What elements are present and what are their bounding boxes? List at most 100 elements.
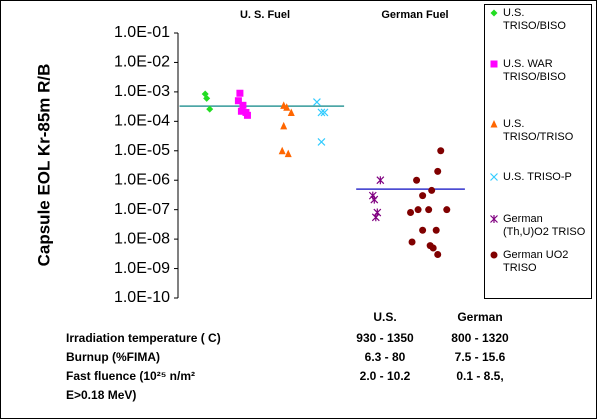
point bbox=[414, 206, 422, 214]
point bbox=[490, 215, 498, 223]
y-tick-label: 1.0E-08 bbox=[114, 230, 170, 247]
legend-swatch bbox=[490, 251, 498, 259]
marker-shape bbox=[443, 206, 451, 214]
legend-label: U.S. TRISO/BISO bbox=[503, 7, 566, 32]
point bbox=[243, 111, 251, 119]
marker-shape bbox=[490, 173, 498, 181]
table-header: German bbox=[457, 310, 502, 324]
marker-shape bbox=[243, 111, 251, 119]
marker-shape bbox=[236, 89, 244, 97]
point bbox=[320, 108, 329, 117]
point bbox=[407, 209, 415, 217]
point bbox=[490, 120, 498, 128]
marker-shape bbox=[239, 101, 247, 109]
y-tick-label: 1.0E-02 bbox=[114, 54, 170, 71]
annotation: German Fuel bbox=[381, 9, 448, 21]
y-tick-label: 1.0E-06 bbox=[114, 171, 170, 188]
marker-shape bbox=[237, 107, 245, 115]
point bbox=[370, 195, 379, 204]
legend-swatch bbox=[490, 215, 498, 223]
table-header: U.S. bbox=[373, 310, 396, 324]
point bbox=[283, 103, 291, 111]
point bbox=[206, 105, 214, 113]
legend-swatch bbox=[490, 60, 498, 68]
legend-box bbox=[484, 4, 592, 299]
marker-shape bbox=[234, 97, 242, 105]
marker-shape bbox=[414, 206, 422, 214]
table-cell: Fast fluence (10²⁵ n/m² bbox=[66, 369, 195, 383]
point bbox=[429, 244, 437, 252]
point bbox=[376, 176, 385, 185]
marker-shape bbox=[490, 251, 498, 259]
point bbox=[287, 108, 295, 116]
marker-shape bbox=[284, 149, 292, 158]
annotation: U. S. Fuel bbox=[240, 9, 290, 21]
marker-shape bbox=[376, 176, 385, 185]
marker-shape bbox=[490, 215, 498, 223]
marker-shape bbox=[419, 226, 427, 234]
marker-shape bbox=[203, 94, 211, 102]
y-tick-label: 1.0E-10 bbox=[114, 289, 170, 306]
point bbox=[312, 98, 321, 107]
marker-shape bbox=[371, 213, 380, 222]
marker-shape bbox=[413, 176, 421, 184]
legend-label: U.S. TRISO/TRISO bbox=[503, 118, 574, 143]
point bbox=[490, 251, 498, 259]
marker-shape bbox=[317, 108, 326, 117]
y-tick-label: 1.0E-01 bbox=[114, 24, 170, 41]
table-cell: Burnup (%FIMA) bbox=[66, 350, 160, 364]
point bbox=[239, 101, 247, 109]
point bbox=[237, 107, 245, 115]
marker-shape bbox=[437, 147, 445, 155]
marker-shape bbox=[490, 60, 498, 68]
marker-shape bbox=[490, 9, 498, 17]
marker-shape bbox=[490, 120, 498, 128]
marker-shape bbox=[429, 244, 437, 252]
point bbox=[434, 167, 442, 175]
table-cell: 930 - 1350 bbox=[356, 331, 414, 345]
point bbox=[490, 9, 498, 17]
point bbox=[280, 121, 288, 130]
table-cell: Irradiation temperature ( C) bbox=[66, 331, 221, 345]
point bbox=[434, 251, 442, 259]
marker-shape bbox=[434, 167, 442, 175]
table-cell: 7.5 - 15.6 bbox=[455, 350, 506, 364]
marker-shape bbox=[312, 98, 321, 107]
point bbox=[443, 206, 451, 214]
point bbox=[278, 146, 286, 155]
y-tick-label: 1.0E-03 bbox=[114, 83, 170, 100]
legend-label: U.S. WAR TRISO/BISO bbox=[503, 58, 566, 83]
y-tick-label: 1.0E-05 bbox=[114, 142, 170, 159]
point bbox=[284, 149, 292, 158]
point bbox=[419, 226, 427, 234]
point bbox=[428, 186, 436, 194]
legend-label: U.S. TRISO-P bbox=[503, 171, 572, 183]
marker-shape bbox=[408, 238, 416, 246]
point bbox=[203, 94, 211, 102]
point bbox=[419, 192, 427, 200]
legend-swatch bbox=[490, 120, 498, 128]
y-tick-label: 1.0E-09 bbox=[114, 260, 170, 277]
point bbox=[413, 176, 421, 184]
legend-swatch bbox=[490, 9, 498, 17]
marker-shape bbox=[278, 146, 286, 155]
y-tick-label: 1.0E-07 bbox=[114, 201, 170, 218]
marker-shape bbox=[206, 105, 214, 113]
y-tick-label: 1.0E-04 bbox=[114, 113, 170, 130]
point bbox=[317, 108, 326, 117]
marker-shape bbox=[425, 206, 433, 214]
point bbox=[371, 213, 380, 222]
point bbox=[425, 206, 433, 214]
point bbox=[490, 60, 498, 68]
point bbox=[408, 238, 416, 246]
table-cell: 0.1 - 8.5, bbox=[456, 369, 503, 383]
marker-shape bbox=[287, 108, 295, 116]
marker-shape bbox=[434, 251, 442, 259]
point bbox=[317, 137, 326, 146]
point bbox=[490, 173, 498, 181]
table-cell: 800 - 1320 bbox=[451, 331, 509, 345]
marker-shape bbox=[428, 186, 436, 194]
y-axis-label: Capsule EOL Kr-85m R/B bbox=[34, 64, 53, 267]
